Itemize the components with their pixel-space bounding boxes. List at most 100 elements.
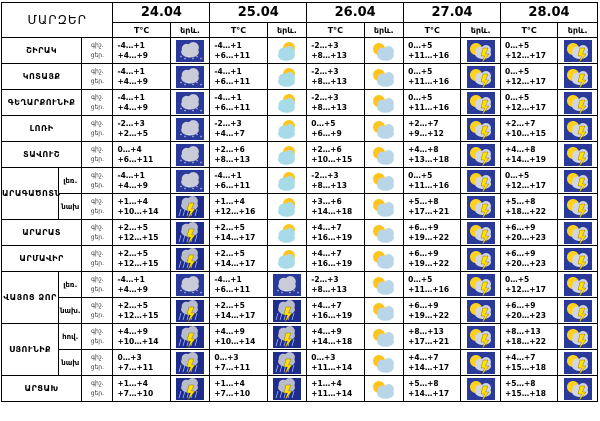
svg-text:*: * xyxy=(188,159,190,164)
day-label: գիշ. xyxy=(91,275,104,283)
sub-region-label: նախ. xyxy=(58,297,83,324)
time-labels: գիշ. ցեր. xyxy=(81,193,114,220)
temperature-cell: +4…+9 +14…+18 xyxy=(306,323,365,350)
svg-text:*: * xyxy=(192,109,194,114)
svg-text:*: * xyxy=(180,159,182,164)
icon-column-header: երև. xyxy=(266,22,308,38)
temperature-cell: 0…+5 +6…+9 xyxy=(306,115,365,142)
time-labels: գիշ. ցեր. xyxy=(81,271,114,298)
temp-range-night: +7…+11 xyxy=(214,362,251,372)
time-labels: գիշ. ցեր. xyxy=(81,349,114,376)
day-label: գիշ. xyxy=(91,379,104,387)
night-label: ցեր. xyxy=(90,155,104,163)
temp-range-day: +2…+6 xyxy=(214,144,245,154)
temp-range-day: +4…+9 xyxy=(117,326,148,336)
temp-range-night: +14…+17 xyxy=(214,258,256,268)
sun-storm-icon xyxy=(460,297,501,324)
temp-range-day: 0…+3 xyxy=(214,352,239,362)
rain-storm-icon xyxy=(169,349,211,376)
sun-storm-icon xyxy=(557,219,598,246)
temp-range-night: +10…+14 xyxy=(117,336,159,346)
temperature-cell: +6…+9 +19…+22 xyxy=(403,297,462,324)
svg-text:*: * xyxy=(184,83,186,88)
temp-range-day: +1…+4 xyxy=(214,196,245,206)
temp-range-night: +8…+13 xyxy=(311,284,347,294)
partly-cloudy-icon xyxy=(266,63,308,90)
temp-range-day: -2…+3 xyxy=(117,118,145,128)
temp-range-night: +17…+21 xyxy=(408,336,450,346)
temp-range-night: +9…+12 xyxy=(408,128,444,138)
temp-range-night: +20…+23 xyxy=(504,258,546,268)
region-row: ԱՐՄԱՎԻՐ գիշ. ցեր. +2…+5 +12…+15 +2…+5 +14…+17 +… xyxy=(0,245,598,272)
partly-cloudy-icon xyxy=(266,167,308,194)
partly-cloudy-icon xyxy=(266,219,308,246)
sub-region-label: նախ xyxy=(58,349,83,376)
temperature-cell: 0…+4 +6…+11 xyxy=(112,141,171,168)
temp-range-day: -4…+1 xyxy=(117,170,145,180)
sun-storm-icon xyxy=(460,219,501,246)
temp-range-day: +5…+8 xyxy=(408,378,439,388)
temperature-cell: -4…+1 +6…+11 xyxy=(209,63,268,90)
temp-range-night: +14…+17 xyxy=(214,310,256,320)
temp-column-header: T°C xyxy=(112,22,171,38)
night-label: ցեր. xyxy=(90,103,104,111)
temp-range-day: -4…+1 xyxy=(214,40,242,50)
date-header: 25.04 xyxy=(209,2,308,23)
temp-range-day: -2…+3 xyxy=(214,118,242,128)
region-name: ԼՈՌԻ xyxy=(0,115,83,142)
night-label: ցեր. xyxy=(90,77,104,85)
svg-text:*: * xyxy=(188,133,190,138)
temperature-cell: -2…+3 +8…+13 xyxy=(306,271,365,298)
svg-text:*: * xyxy=(180,289,182,294)
temperature-cell: +8…+13 +18…+22 xyxy=(499,323,559,350)
sun-storm-icon xyxy=(557,323,598,350)
temperature-cell: +5…+8 +15…+18 xyxy=(499,375,559,402)
day-label: գիշ. xyxy=(91,327,104,335)
temp-range-night: +12…+17 xyxy=(504,284,546,294)
day-label: գիշ. xyxy=(91,301,104,309)
temp-range-night: +4…+9 xyxy=(117,102,148,112)
region-row: ՎԱՅՈՑ ՁՈՐ լեռ. գիշ. ցեր. -4…+1 +4…+9 * * * * * * -4…… xyxy=(0,271,598,324)
temp-range-night: +7…+11 xyxy=(117,362,154,372)
rain-storm-icon xyxy=(266,349,308,376)
temp-range-night: +16…+19 xyxy=(311,310,353,320)
svg-text:*: * xyxy=(188,107,190,112)
temp-range-day: +5…+8 xyxy=(504,196,536,206)
region-name: ԳԵՂԱՐՔՈՒՆԻՔ xyxy=(0,89,83,116)
temp-range-day: +8…+13 xyxy=(504,326,541,336)
temp-range-day: +4…+7 xyxy=(311,248,342,258)
temp-range-night: +4…+7 xyxy=(214,128,245,138)
temp-range-day: 0…+5 xyxy=(408,274,433,284)
temp-range-day: 0…+5 xyxy=(408,66,433,76)
temp-range-day: +1…+4 xyxy=(117,378,148,388)
snow-rain-icon: * * * * * * xyxy=(169,63,211,90)
temperature-cell: +6…+9 +19…+22 xyxy=(403,219,462,246)
temperature-cell: -4…+1 +6…+11 xyxy=(209,271,268,298)
temp-range-day: +5…+8 xyxy=(408,196,439,206)
temp-range-night: +8…+13 xyxy=(311,180,347,190)
snow-rain-icon: * * * * * * xyxy=(169,37,211,64)
temp-range-night: +20…+23 xyxy=(504,310,546,320)
temperature-cell: +4…+9 +10…+14 xyxy=(112,323,171,350)
sun-storm-icon xyxy=(557,89,598,116)
night-label: ցեր. xyxy=(90,181,104,189)
temp-range-day: 0…+5 xyxy=(311,118,336,128)
temperature-cell: 0…+3 +7…+11 xyxy=(112,349,171,376)
temp-range-day: +4…+8 xyxy=(504,144,536,154)
svg-text:*: * xyxy=(196,55,198,60)
temp-column-header: T°C xyxy=(209,22,268,38)
rain-storm-icon xyxy=(169,219,211,246)
temp-range-day: 0…+3 xyxy=(311,352,336,362)
partly-cloudy-icon xyxy=(266,115,308,142)
night-label: ցեր. xyxy=(90,207,104,215)
sun-storm-icon xyxy=(460,63,501,90)
temperature-cell: 0…+5 +12…+17 xyxy=(499,89,559,116)
temp-range-night: +20…+23 xyxy=(504,232,546,242)
sun-storm-icon xyxy=(557,193,598,220)
svg-text:*: * xyxy=(188,289,190,294)
temp-range-day: +2…+7 xyxy=(504,118,536,128)
temp-range-day: 0…+3 xyxy=(117,352,142,362)
cloud-sun-icon xyxy=(363,193,405,220)
region-name: ԿՈՏԱՅՔ xyxy=(0,63,83,90)
cloud-sun-icon xyxy=(363,89,405,116)
